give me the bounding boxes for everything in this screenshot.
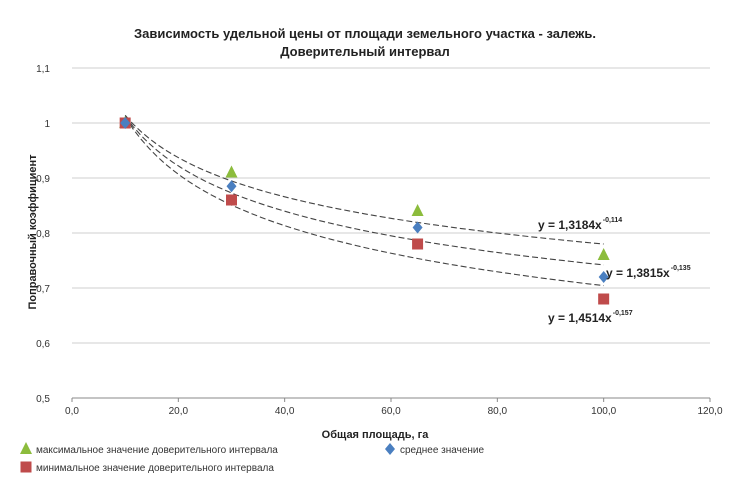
y-tick-label: 0,8: [36, 229, 50, 240]
trendline: [124, 115, 604, 266]
axes: [71, 397, 711, 402]
y-tick-label: 1,1: [36, 64, 50, 75]
trend-equation: y = 1,3815x: [606, 266, 670, 280]
data-point-mean: [120, 117, 131, 129]
data-point-min: [598, 293, 610, 305]
y-tick-label: 0,7: [36, 284, 50, 295]
legend-entry-label: минимальное значение доверительного инте…: [36, 463, 274, 474]
trendline: [124, 116, 604, 287]
data-point-min: [412, 238, 424, 250]
trend-equation: y = 1,4514x: [548, 311, 612, 325]
trend-equations: y = 1,3184x -0,114 y = 1,3815x -0,135 y = 1,…: [538, 217, 691, 325]
x-tick-label: 20,0: [169, 406, 189, 417]
data-point-min: [20, 461, 32, 473]
data-point-mean: [385, 443, 395, 455]
data-point-max: [597, 248, 610, 260]
data-point-mean: [412, 221, 423, 234]
chart-title-line-2: Доверительный интервал: [280, 44, 449, 59]
y-tick-label: 1: [44, 119, 50, 130]
trendlines: [124, 114, 604, 287]
trendline: [124, 114, 604, 245]
chart-title-line-1: Зависимость удельной цены от площади зем…: [134, 26, 596, 41]
x-tick-label: 0,0: [65, 406, 79, 417]
y-tick-label: 0,6: [36, 339, 50, 350]
trend-equation-exponent: -0,114: [603, 217, 623, 224]
data-point-mean: [598, 271, 609, 283]
data-point-max: [411, 204, 424, 216]
trend-equation-exponent: -0,157: [613, 310, 633, 317]
x-axis-label: Общая площадь, га: [322, 429, 430, 441]
y-tick-label: 0,9: [36, 174, 50, 185]
x-tick-label: 120,0: [697, 406, 722, 417]
trend-equation: y = 1,3184x: [538, 218, 602, 232]
y-tick-labels: 0,5 0,6 0,7 0,8 0,9 1 1,1: [36, 64, 50, 405]
x-tick-label: 80,0: [488, 406, 508, 417]
legend-entry-label: максимальное значение доверительного инт…: [36, 445, 278, 456]
data-point-min: [226, 194, 237, 206]
data-point-max: [225, 165, 238, 178]
grid-lines: [72, 67, 710, 344]
x-tick-labels: 0,0 20,0 40,0 60,0 80,0 100,0 120,0: [65, 406, 723, 417]
y-tick-label: 0,5: [36, 394, 50, 405]
data-points: [119, 116, 610, 305]
chart-title: Зависимость удельной цены от площади зем…: [134, 26, 596, 59]
trend-equation-exponent: -0,135: [671, 265, 691, 272]
x-tick-label: 40,0: [275, 406, 295, 417]
data-point-max: [20, 442, 32, 454]
x-tick-label: 60,0: [381, 406, 401, 417]
y-axis-label: Поправочный коэффициент: [27, 154, 39, 310]
legend: максимальное значение доверительного инт…: [20, 442, 484, 474]
x-tick-label: 100,0: [591, 406, 616, 417]
data-point-mean: [226, 180, 237, 193]
legend-entry-label: среднее значение: [400, 445, 484, 456]
